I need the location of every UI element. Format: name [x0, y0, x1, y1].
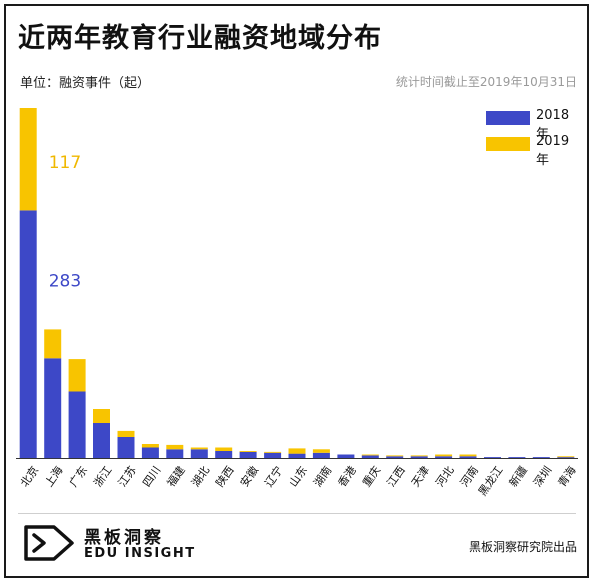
- bar-2018-9: [239, 451, 257, 458]
- bar-2018-20: [508, 457, 526, 458]
- bar-2018-14: [361, 455, 379, 458]
- bar-2019-5: [141, 444, 159, 448]
- x-tick-label-16: 天津: [409, 464, 432, 489]
- bar-2018-4: [117, 437, 135, 458]
- bar-2018-0: [19, 210, 37, 458]
- bar-2019-17: [435, 454, 453, 457]
- bar-2018-16: [410, 456, 428, 459]
- x-tick-label-2: 广东: [67, 464, 90, 489]
- bar-2019-12: [312, 449, 330, 453]
- x-tick-label-17: 河北: [433, 464, 456, 489]
- bar-2018-7: [190, 449, 208, 459]
- x-tick-label-4: 江苏: [116, 464, 139, 489]
- data-label-1: 117: [49, 153, 81, 173]
- chart-frame: [4, 4, 589, 578]
- bar-2019-11: [288, 448, 306, 454]
- chart-title: 近两年教育行业融资地域分布: [18, 23, 382, 54]
- unit-label: 单位：融资事件（起）: [20, 76, 151, 91]
- x-tick-label-0: 北京: [17, 463, 41, 489]
- x-tick-label-11: 山东: [287, 464, 310, 489]
- bar-2019-2: [68, 359, 86, 392]
- x-tick-label-12: 湖南: [311, 464, 334, 489]
- bar-2018-22: [557, 457, 575, 458]
- x-tick-label-3: 浙江: [91, 464, 114, 489]
- bar-2018-18: [459, 456, 477, 459]
- bar-2018-13: [337, 454, 355, 458]
- bar-2019-0: [19, 108, 37, 211]
- x-tick-label-8: 陕西: [213, 463, 237, 489]
- bar-2019-16: [410, 455, 428, 457]
- bar-2019-18: [459, 454, 477, 457]
- play-arrow-logo-icon: [24, 525, 74, 561]
- x-tick-label-5: 四川: [140, 464, 163, 489]
- bar-2019-1: [44, 329, 62, 359]
- bar-2019-3: [93, 409, 110, 423]
- source-credit: 黑板洞察研究院出品: [468, 540, 577, 554]
- legend-label-2018: 2018年: [536, 108, 570, 142]
- x-tick-label-9: 安徽: [237, 463, 261, 489]
- x-tick-label-13: 香港: [336, 464, 359, 489]
- bar-2019-6: [166, 444, 184, 450]
- bar-2019-8: [215, 447, 233, 451]
- stat-date-note: 统计时间截止至2019年10月31日: [395, 75, 577, 89]
- bar-2019-15: [386, 455, 404, 457]
- bar-2018-17: [435, 456, 453, 459]
- x-tick-label-6: 福建: [164, 463, 188, 489]
- bar-2018-21: [532, 457, 550, 458]
- x-tick-label-1: 上海: [42, 463, 66, 489]
- bar-2018-15: [386, 456, 404, 459]
- bar-2019-4: [117, 430, 135, 437]
- bar-2018-5: [141, 447, 159, 458]
- x-tick-label-21: 深圳: [531, 464, 554, 489]
- x-tick-label-19: 黑龙江: [476, 464, 506, 498]
- x-tick-label-10: 辽宁: [261, 463, 285, 489]
- bar-2019-10: [264, 451, 282, 453]
- bar-2019-22: [557, 456, 575, 458]
- bar-2019-9: [239, 451, 257, 452]
- bar-2018-11: [288, 453, 306, 458]
- bar-2018-19: [484, 457, 501, 458]
- x-tick-label-22: 青海: [555, 463, 579, 489]
- footer-divider: [18, 513, 576, 514]
- x-tick-label-7: 湖北: [189, 464, 212, 489]
- bar-2018-3: [93, 423, 110, 458]
- bar-2018-1: [44, 358, 62, 459]
- x-tick-label-14: 重庆: [359, 463, 383, 489]
- legend-swatch-2018: [486, 111, 530, 125]
- bar-2018-8: [215, 451, 233, 458]
- x-tick-label-15: 江西: [384, 464, 407, 489]
- bar-2018-2: [68, 391, 86, 458]
- legend-label-2019: 2019年: [536, 134, 570, 168]
- brand-name-cn: 黑板洞察: [84, 528, 164, 548]
- bar-2018-10: [264, 452, 282, 459]
- x-tick-label-20: 新疆: [506, 463, 530, 489]
- bar-2019-14: [361, 454, 379, 456]
- bar-2019-7: [190, 447, 208, 450]
- data-label-0: 283: [49, 271, 81, 291]
- bar-2018-12: [312, 452, 330, 459]
- brand-name-en: EDU INSIGHT: [84, 546, 196, 561]
- bar-2018-6: [166, 449, 184, 459]
- legend-swatch-2019: [486, 137, 530, 151]
- x-tick-label-18: 河南: [458, 464, 481, 489]
